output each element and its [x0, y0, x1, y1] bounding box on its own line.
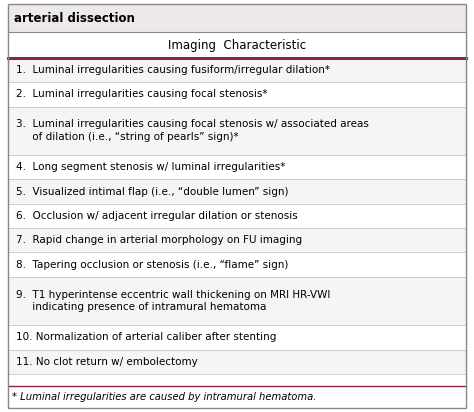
- Text: 1.  Luminal irregularities causing fusiform/irregular dilation*: 1. Luminal irregularities causing fusifo…: [16, 65, 330, 75]
- FancyBboxPatch shape: [8, 58, 466, 82]
- Text: 10. Normalization of arterial caliber after stenting: 10. Normalization of arterial caliber af…: [16, 332, 276, 342]
- FancyBboxPatch shape: [8, 155, 466, 180]
- FancyBboxPatch shape: [8, 204, 466, 228]
- Text: 11. No clot return w/ embolectomy: 11. No clot return w/ embolectomy: [16, 357, 198, 367]
- Text: Imaging  Characteristic: Imaging Characteristic: [168, 38, 306, 52]
- FancyBboxPatch shape: [8, 82, 466, 107]
- Text: 6.  Occlusion w/ adjacent irregular dilation or stenosis: 6. Occlusion w/ adjacent irregular dilat…: [16, 211, 298, 221]
- FancyBboxPatch shape: [8, 4, 466, 32]
- FancyBboxPatch shape: [8, 277, 466, 325]
- Text: * Luminal irregularities are caused by intramural hematoma.: * Luminal irregularities are caused by i…: [12, 392, 316, 402]
- Text: 4.  Long segment stenosis w/ luminal irregularities*: 4. Long segment stenosis w/ luminal irre…: [16, 162, 285, 172]
- Text: 8.  Tapering occlusion or stenosis (i.e., “flame” sign): 8. Tapering occlusion or stenosis (i.e.,…: [16, 260, 288, 269]
- FancyBboxPatch shape: [8, 180, 466, 204]
- FancyBboxPatch shape: [8, 107, 466, 155]
- Text: 5.  Visualized intimal flap (i.e., “double lumen” sign): 5. Visualized intimal flap (i.e., “doubl…: [16, 187, 289, 197]
- FancyBboxPatch shape: [8, 349, 466, 374]
- Text: 2.  Luminal irregularities causing focal stenosis*: 2. Luminal irregularities causing focal …: [16, 89, 267, 99]
- Text: 7.  Rapid change in arterial morphology on FU imaging: 7. Rapid change in arterial morphology o…: [16, 235, 302, 245]
- Text: 3.  Luminal irregularities causing focal stenosis w/ associated areas
     of di: 3. Luminal irregularities causing focal …: [16, 119, 369, 142]
- Text: 9.  T1 hyperintense eccentric wall thickening on MRI HR-VWI
     indicating pres: 9. T1 hyperintense eccentric wall thicke…: [16, 290, 330, 312]
- FancyBboxPatch shape: [8, 325, 466, 349]
- FancyBboxPatch shape: [8, 228, 466, 253]
- FancyBboxPatch shape: [8, 253, 466, 277]
- Text: arterial dissection: arterial dissection: [14, 12, 135, 24]
